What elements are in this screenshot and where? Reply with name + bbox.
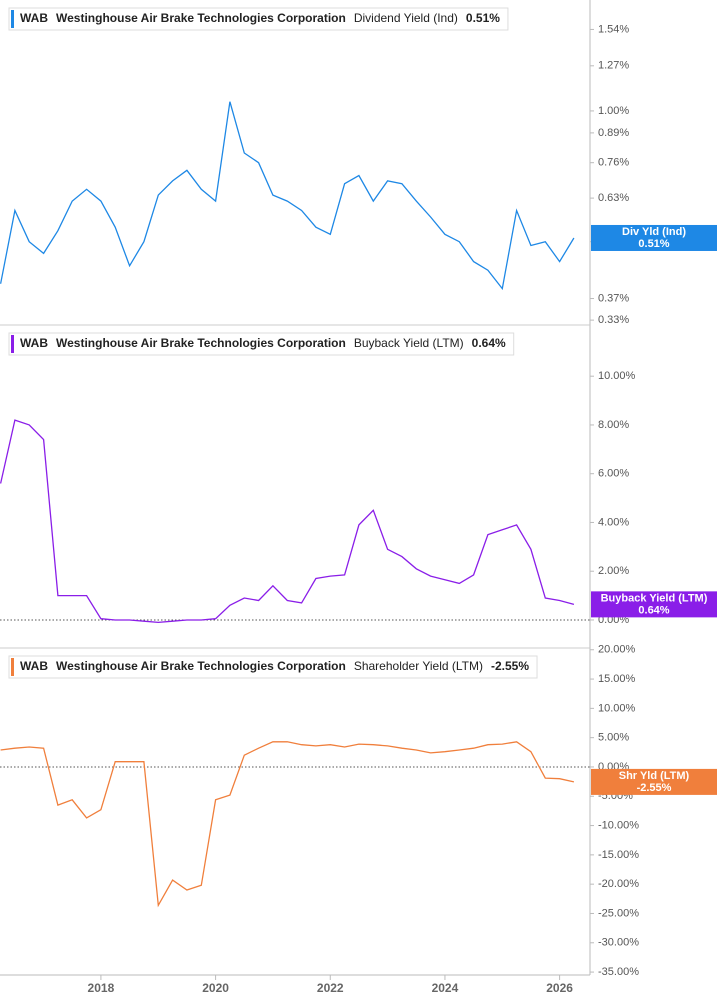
y-tick-label: 20.00% xyxy=(598,644,636,656)
x-tick-label: 2018 xyxy=(88,981,115,995)
y-tick-label: -25.00% xyxy=(598,907,639,919)
y-tick-label: 10.00% xyxy=(598,702,636,714)
y-tick-label: -30.00% xyxy=(598,937,639,949)
legend-swatch xyxy=(11,335,14,353)
y-tick-label: 5.00% xyxy=(598,732,629,744)
value-tag-name: Div Yld (Ind) xyxy=(622,226,686,238)
value-tag-name: Buyback Yield (LTM) xyxy=(601,592,708,604)
series-line xyxy=(0,419,575,624)
legend-text: Westinghouse Air Brake Technologies Corp… xyxy=(56,11,346,25)
series-line xyxy=(0,101,575,291)
y-tick-label: 6.00% xyxy=(598,468,629,480)
value-tag xyxy=(591,591,717,618)
y-tick-label: 1.27% xyxy=(598,60,629,72)
y-tick-label: 0.37% xyxy=(598,292,629,304)
y-tick-label: 2.00% xyxy=(598,565,629,577)
legend: WAB Westinghouse Air Brake Technologies C… xyxy=(8,7,509,31)
legend-text: WAB xyxy=(20,659,48,673)
legend-box xyxy=(8,332,515,356)
legend-text: Westinghouse Air Brake Technologies Corp… xyxy=(56,659,346,673)
legend-text: 0.64% xyxy=(472,336,506,350)
x-tick-label: 2022 xyxy=(317,981,344,995)
legend-text: Westinghouse Air Brake Technologies Corp… xyxy=(56,336,346,350)
y-tick-label: 0.63% xyxy=(598,192,629,204)
legend: WAB Westinghouse Air Brake Technologies C… xyxy=(8,332,515,356)
y-tick-label: 10.00% xyxy=(598,370,636,382)
y-tick-label: 1.00% xyxy=(598,105,629,117)
legend-text: Buyback Yield (LTM) xyxy=(354,336,464,350)
legend-text: WAB xyxy=(20,11,48,25)
value-tag-value: -2.55% xyxy=(637,782,672,794)
y-tick-label: -10.00% xyxy=(598,819,639,831)
value-tag-name: Shr Yld (LTM) xyxy=(619,770,690,782)
y-tick-label: 1.54% xyxy=(598,23,629,35)
y-tick-label: 0.89% xyxy=(598,127,629,139)
value-tag xyxy=(591,768,717,795)
x-tick-label: 2020 xyxy=(202,981,229,995)
value-tag xyxy=(591,224,717,251)
y-tick-label: 8.00% xyxy=(598,419,629,431)
y-tick-label: -35.00% xyxy=(598,966,639,978)
x-tick-label: 2024 xyxy=(432,981,459,995)
legend-swatch xyxy=(11,658,14,676)
legend-text: -2.55% xyxy=(491,659,529,673)
y-tick-label: -15.00% xyxy=(598,849,639,861)
x-tick-label: 2026 xyxy=(546,981,573,995)
value-tag-value: 0.64% xyxy=(638,604,669,616)
legend-text: Shareholder Yield (LTM) xyxy=(354,659,483,673)
legend: WAB Westinghouse Air Brake Technologies C… xyxy=(8,655,538,679)
legend-swatch xyxy=(11,10,14,28)
y-tick-label: -20.00% xyxy=(598,878,639,890)
value-tag-value: 0.51% xyxy=(638,238,669,250)
legend-text: WAB xyxy=(20,336,48,350)
y-tick-label: 0.33% xyxy=(598,314,629,326)
y-tick-label: 4.00% xyxy=(598,516,629,528)
legend-text: Dividend Yield (Ind) xyxy=(354,11,458,25)
y-tick-label: 15.00% xyxy=(598,673,636,685)
legend-box xyxy=(8,655,538,679)
y-tick-label: 0.76% xyxy=(598,157,629,169)
series-line xyxy=(0,741,575,908)
legend-text: 0.51% xyxy=(466,11,500,25)
legend-box xyxy=(8,7,509,31)
